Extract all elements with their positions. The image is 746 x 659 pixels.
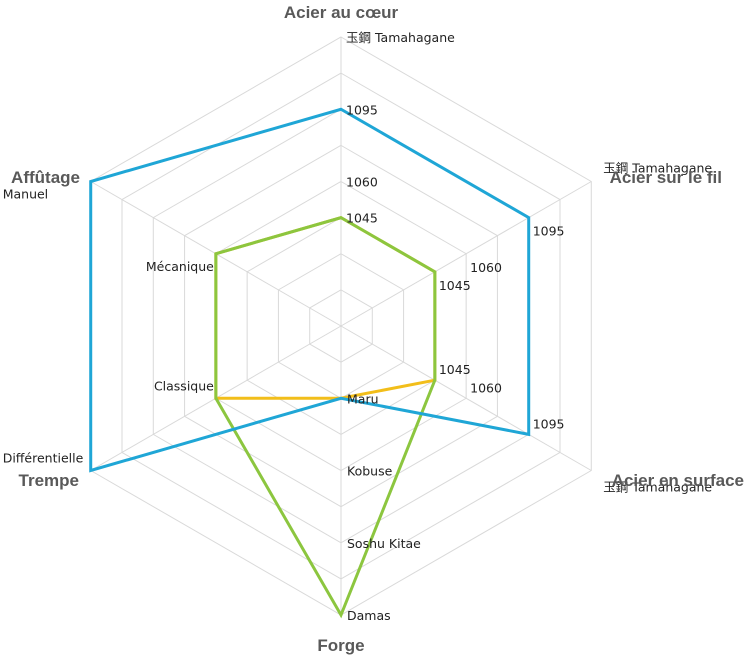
axis-1-tick-1: 1060 — [470, 260, 502, 275]
axis-1-tick-0: 1045 — [439, 278, 471, 293]
spoke-2 — [340, 325, 592, 471]
axis-5-tick-0: Mécanique — [146, 259, 214, 274]
axis-4-tick-0: Classique — [154, 378, 214, 393]
grid-layer — [90, 36, 592, 616]
axis-0-tick-2: 1095 — [346, 102, 378, 117]
axis-2-tick-2: 1095 — [533, 416, 565, 431]
axis-1-tick-3: 玉鋼 Tamahagane — [603, 161, 712, 176]
series-layer — [89, 107, 531, 619]
label-layer: 1045 1060 1095 玉鋼 Tamahagane 1045 1060 1095 玉鋼 … — [3, 3, 744, 655]
axis-0-tick-0: 1045 — [346, 211, 378, 226]
axis-3-tick-0: Maru — [347, 391, 379, 406]
series-1-line — [214, 216, 437, 619]
axis-0-tick-3: 玉鋼 Tamahagane — [346, 30, 455, 45]
axis-2-tick-1: 1060 — [470, 380, 502, 395]
axis-1-tick-2: 1095 — [533, 224, 565, 239]
series-2-line — [89, 107, 531, 473]
axis-title-4: Trempe — [19, 471, 79, 490]
axis-3-tick-3: Damas — [347, 608, 391, 623]
axis-title-3: Forge — [317, 636, 364, 655]
axis-title-5: Affûtage — [11, 168, 80, 187]
axis-2-tick-0: 1045 — [439, 362, 471, 377]
axis-0-tick-1: 1060 — [346, 175, 378, 190]
axis-3-tick-2: Soshu Kitae — [347, 536, 421, 551]
axis-title-1: Acier sur le fil — [610, 168, 722, 187]
axis-5-tick-1: Manuel — [3, 187, 48, 202]
axis-4-tick-1: Différentielle — [3, 451, 84, 466]
axis-title-2: Acier en surface — [612, 471, 744, 490]
spoke-1 — [340, 181, 592, 327]
axis-3-tick-1: Kobuse — [347, 464, 393, 479]
axis-2-tick-3: 玉鋼 Tamahagane — [603, 480, 712, 495]
axis-title-0: Acier au cœur — [284, 3, 399, 22]
